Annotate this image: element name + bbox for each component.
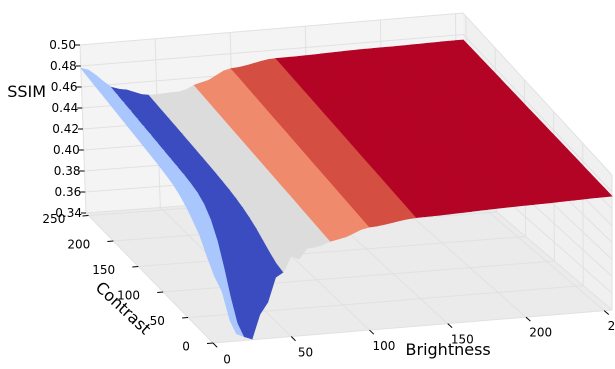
tick-labels: 0501001502002500501001502002500.340.360.… xyxy=(42,38,615,366)
gridline-z xyxy=(80,33,613,193)
z-tick-label: 0.44 xyxy=(52,101,79,115)
z-tick-label: 0.40 xyxy=(53,143,80,157)
z-tick-label: 0.48 xyxy=(50,59,77,73)
x-tick-label: 50 xyxy=(298,346,313,360)
x-tick xyxy=(447,323,453,329)
x-tick xyxy=(369,329,375,335)
surface xyxy=(80,39,613,340)
z-tick-label: 0.46 xyxy=(51,80,78,94)
y-tick-label: 250 xyxy=(42,212,65,226)
y-tick-label: 150 xyxy=(92,263,115,277)
x-tick xyxy=(212,342,218,348)
y-tick-label: 50 xyxy=(150,314,165,328)
y-tick-label: 0 xyxy=(182,340,190,354)
x-tick-label: 150 xyxy=(451,332,474,346)
x-tick-label: 250 xyxy=(608,319,615,333)
gridline-z xyxy=(79,12,613,176)
x-tick xyxy=(290,336,296,342)
x-tick xyxy=(525,316,531,322)
x-tick xyxy=(603,310,610,315)
z-tick-label: 0.50 xyxy=(49,38,76,52)
z-tick-label: 0.34 xyxy=(55,206,82,220)
x-axis-label: Brightness xyxy=(406,340,491,359)
z-tick-label: 0.42 xyxy=(52,122,79,136)
x-tick-label: 0 xyxy=(223,352,231,366)
z-tick-label: 0.38 xyxy=(54,164,81,178)
x-tick-label: 200 xyxy=(529,326,552,340)
z-tick-label: 0.36 xyxy=(55,185,82,199)
z-axis-label: SSIM xyxy=(7,82,46,101)
y-tick-label: 200 xyxy=(67,237,90,251)
x-tick-label: 100 xyxy=(372,339,395,353)
y-axis-label: Contrast xyxy=(92,278,155,339)
y-tick-label: 100 xyxy=(117,289,140,303)
surface-patch xyxy=(596,187,613,198)
